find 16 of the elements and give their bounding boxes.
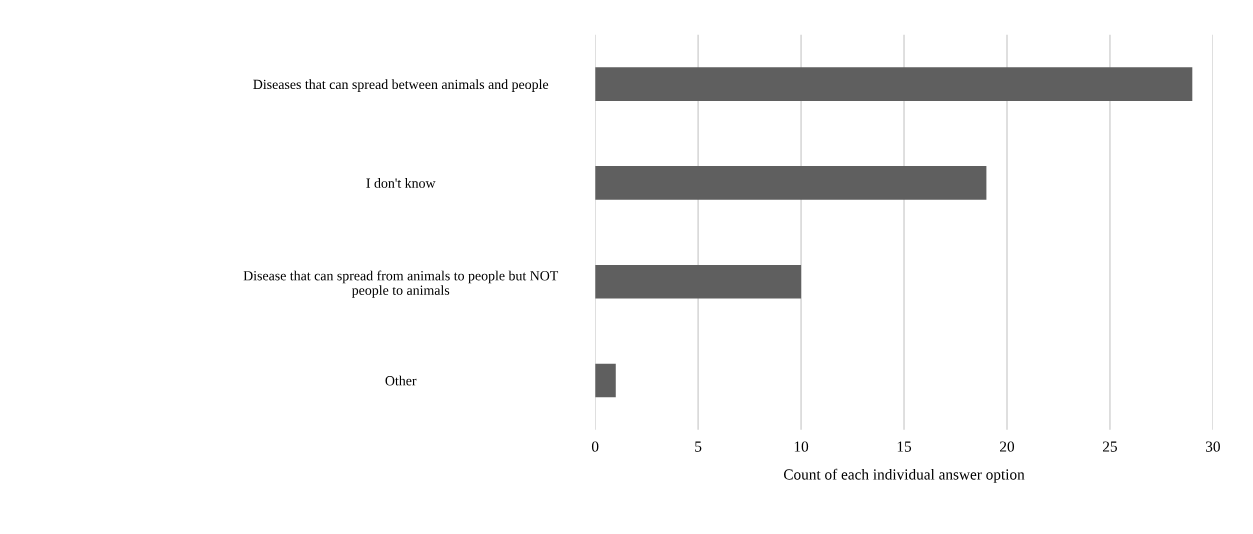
x-tick-label: 20 bbox=[1000, 441, 1015, 452]
x-axis-title: Count of each individual answer option bbox=[783, 468, 1025, 483]
x-tick-label: 25 bbox=[1102, 441, 1117, 452]
y-tick-label: I don't know bbox=[366, 178, 436, 188]
x-tick-label: 30 bbox=[1206, 441, 1220, 452]
x-tick-label: 0 bbox=[591, 441, 599, 452]
y-tick-label: Disease that can spread from animals to people but NOT people to animals bbox=[243, 270, 559, 298]
bar bbox=[595, 67, 1193, 101]
bar bbox=[595, 166, 987, 200]
bar bbox=[595, 363, 616, 398]
x-tick-label: 15 bbox=[897, 441, 912, 452]
bar bbox=[595, 264, 802, 299]
y-tick-label: Diseases that can spread between animals and people bbox=[253, 79, 549, 92]
x-tick-label: 10 bbox=[794, 441, 809, 452]
y-tick-label: Other bbox=[385, 375, 417, 386]
x-tick-label: 5 bbox=[695, 441, 702, 452]
